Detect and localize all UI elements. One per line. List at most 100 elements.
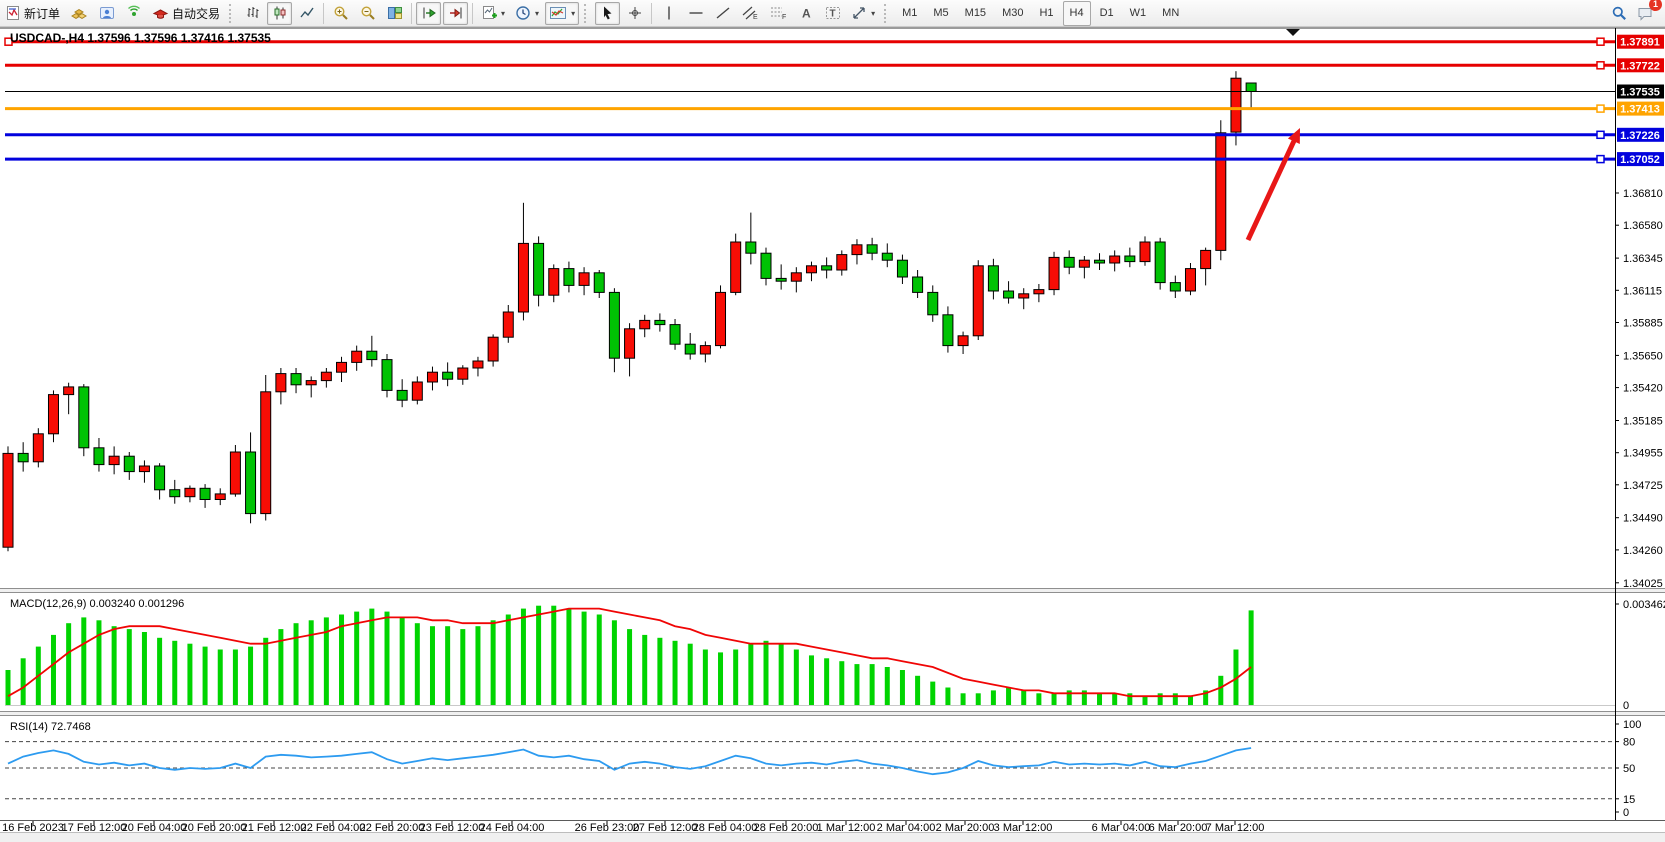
svg-text:24 Feb 04:00: 24 Feb 04:00: [480, 822, 545, 833]
profiles-button[interactable]: [94, 2, 119, 25]
rsi-label: RSI(14) 72.7468: [10, 721, 91, 733]
svg-text:28 Feb 04:00: 28 Feb 04:00: [693, 822, 758, 833]
line-chart-type-button[interactable]: [294, 2, 319, 25]
arrows-tool-button[interactable]: ▾: [847, 2, 879, 25]
text-tool-button[interactable]: A: [793, 2, 818, 25]
toolbar-separator: [411, 2, 413, 24]
notification-badge: 1: [1649, 0, 1662, 11]
toolbar-separator: [472, 2, 474, 24]
line-chart-icon: [299, 5, 315, 21]
auto-trading-button[interactable]: 自动交易: [148, 2, 224, 25]
chat-button[interactable]: 1: [1633, 0, 1662, 25]
label-tool-button[interactable]: T: [820, 2, 845, 25]
chevron-down-icon: ▾: [571, 8, 576, 18]
svg-text:1.36345: 1.36345: [1623, 253, 1663, 265]
new-order-button[interactable]: 新订单: [1, 2, 64, 25]
rsi-panel: RSI(14) 72.7468 100 80 50 150: [5, 719, 1641, 819]
candles-chart-icon: [272, 5, 288, 21]
toolbar-grip: [884, 3, 891, 23]
signals-icon: [126, 5, 142, 21]
svg-text:1.34490: 1.34490: [1623, 513, 1663, 525]
panel-splitter[interactable]: [0, 588, 1665, 593]
search-button[interactable]: [1606, 2, 1631, 25]
timeframe-button-h1[interactable]: H1: [1039, 7, 1054, 19]
toolbar-grip: [229, 3, 236, 23]
chart-window: USDCAD-,H4 1.37596 1.37596 1.37416 1.375…: [0, 27, 1665, 834]
fibonacci-tool-button[interactable]: F: [765, 2, 791, 25]
svg-text:1.37722: 1.37722: [1620, 60, 1660, 72]
svg-text:1.36810: 1.36810: [1623, 188, 1663, 200]
crosshair-icon: [627, 5, 643, 21]
timeframe-button-m15[interactable]: M15: [964, 7, 987, 19]
down-triangle-marker[interactable]: [1286, 29, 1300, 36]
timeframe-group: M1 M5 M15 M30 H1 H4 D1 W1 MN: [894, 0, 1187, 26]
svg-text:2 Mar 20:00: 2 Mar 20:00: [936, 822, 995, 833]
svg-text:6 Mar 04:00: 6 Mar 04:00: [1092, 822, 1151, 833]
timeframe-button-m30[interactable]: M30: [1002, 7, 1024, 19]
svg-text:1.34725: 1.34725: [1623, 480, 1663, 492]
svg-text:1 Mar 12:00: 1 Mar 12:00: [817, 822, 876, 833]
svg-text:1.35185: 1.35185: [1623, 416, 1663, 428]
indicators-icon: [481, 5, 498, 21]
chart-shift-icon: [448, 5, 464, 21]
svg-text:23 Feb 12:00: 23 Feb 12:00: [420, 822, 485, 833]
timeframe-button-h4[interactable]: H4: [1062, 0, 1091, 26]
timeframe-button-m5[interactable]: M5: [933, 7, 949, 19]
new-order-label: 新订单: [24, 6, 61, 21]
status-bar: [0, 832, 1665, 842]
templates-button[interactable]: ▾: [545, 1, 580, 25]
cursor-tool-button[interactable]: [595, 1, 621, 25]
svg-text:6 Mar 20:00: 6 Mar 20:00: [1149, 822, 1208, 833]
timeframe-button-mn[interactable]: MN: [1162, 7, 1180, 19]
svg-text:15: 15: [1623, 794, 1635, 806]
chevron-down-icon: ▾: [501, 8, 506, 18]
vertical-line-tool-button[interactable]: [656, 2, 681, 25]
timeframe-button-w1[interactable]: W1: [1129, 7, 1147, 19]
horizontal-line-tool-button[interactable]: [683, 2, 708, 25]
zoom-in-icon: [333, 5, 349, 21]
toolbar-separator: [651, 2, 653, 24]
svg-text:E: E: [753, 14, 758, 21]
toolbar-right-group: 1: [1605, 0, 1662, 25]
bars-chart-icon: [245, 5, 261, 21]
periods-button[interactable]: ▾: [511, 2, 543, 25]
bar-chart-type-button[interactable]: [240, 2, 265, 25]
chart-shift-button[interactable]: [443, 1, 469, 25]
search-icon: [1611, 5, 1627, 21]
zoom-in-button[interactable]: [328, 2, 353, 25]
zoom-out-icon: [360, 5, 376, 21]
main-toolbar: 新订单 自动交易 ▾ ▾ ▾ E F A T ▾ M1 M5 M15 M30 H1 H4 D1 W1 MN 1: [0, 0, 1665, 27]
panel-splitter[interactable]: [0, 711, 1665, 716]
trendline-tool-button[interactable]: [710, 2, 735, 25]
price-axis[interactable]: 1.36810 1.36580 1.36345 1.36115 1.35885 1.356…: [1615, 28, 1664, 820]
vline-icon: [661, 5, 677, 21]
channel-tool-button[interactable]: E: [737, 2, 763, 25]
timeframe-button-m1[interactable]: M1: [902, 7, 918, 19]
crosshair-tool-button[interactable]: [622, 2, 647, 25]
zoom-out-button[interactable]: [355, 2, 380, 25]
horizontal-line-objects[interactable]: [4, 37, 1615, 164]
trend-arrow-annotation[interactable]: [1245, 128, 1300, 242]
svg-text:1.35885: 1.35885: [1623, 318, 1663, 330]
tile-windows-button[interactable]: [382, 2, 407, 25]
svg-text:17 Feb 12:00: 17 Feb 12:00: [62, 822, 127, 833]
candlestick-chart-type-button[interactable]: [267, 1, 293, 25]
chart-canvas[interactable]: USDCAD-,H4 1.37596 1.37596 1.37416 1.375…: [0, 28, 1665, 838]
indicators-button[interactable]: ▾: [477, 2, 509, 25]
market-watch-button[interactable]: [66, 2, 92, 25]
label-icon: T: [825, 5, 841, 21]
arrows-icon: [851, 5, 867, 21]
svg-text:A: A: [802, 7, 811, 21]
auto-scroll-icon: [421, 5, 437, 21]
svg-text:1.37535: 1.37535: [1620, 87, 1660, 99]
svg-text:1.35420: 1.35420: [1623, 383, 1663, 395]
auto-scroll-button[interactable]: [416, 1, 442, 25]
channel-icon: E: [741, 5, 759, 21]
trendline-icon: [715, 5, 731, 21]
svg-text:1.37052: 1.37052: [1620, 154, 1660, 166]
signals-button[interactable]: [121, 2, 146, 25]
timeframe-button-d1[interactable]: D1: [1099, 7, 1114, 19]
auto-trading-label: 自动交易: [172, 6, 221, 21]
